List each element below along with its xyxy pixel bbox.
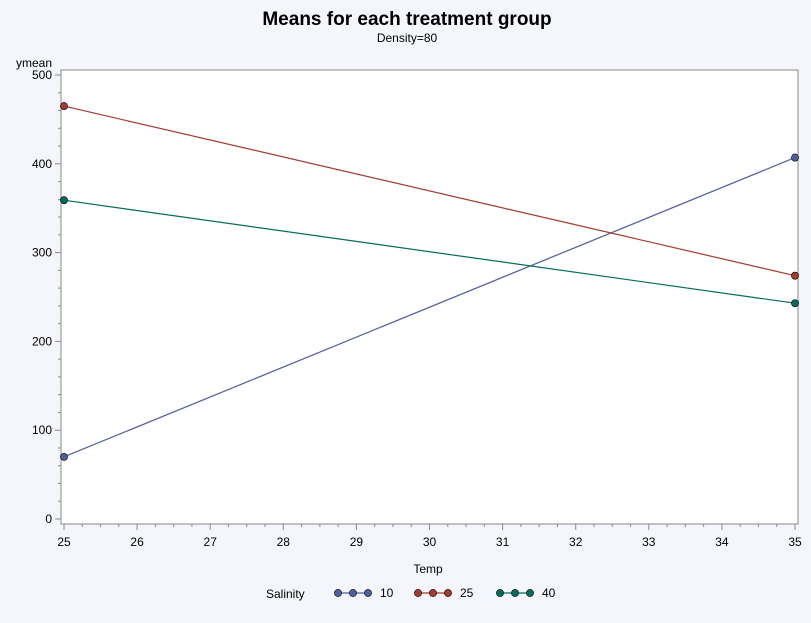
y-tick-label: 500 — [32, 68, 52, 82]
x-tick-label: 29 — [350, 535, 364, 549]
y-tick-label: 300 — [32, 246, 52, 260]
y-tick-label: 400 — [32, 157, 52, 171]
x-tick-label: 27 — [204, 535, 218, 549]
plot-area — [60, 69, 799, 525]
legend-marker-10 — [364, 589, 372, 597]
legend-marker-25 — [444, 589, 452, 597]
data-point-10 — [791, 153, 799, 162]
legend-marker-25 — [414, 589, 422, 597]
y-tick-label: 100 — [32, 423, 52, 437]
axes: 0 100 200 300 400 500 25 26 27 28 29 30 31 32 33 34 35 — [32, 68, 802, 549]
x-tick-label: 33 — [642, 535, 656, 549]
data-point-25 — [791, 271, 799, 280]
data-point-40 — [60, 196, 68, 205]
x-tick-label: 34 — [715, 535, 729, 549]
series-line-40 — [63, 199, 796, 304]
legend: Salinity 10 25 40 — [266, 586, 556, 601]
x-tick-label: 28 — [277, 535, 291, 549]
x-axis-label: Temp — [413, 562, 443, 576]
legend-marker-25 — [429, 589, 437, 597]
data-point-10 — [60, 452, 68, 461]
legend-marker-10 — [349, 589, 357, 597]
data-point-40 — [791, 299, 799, 308]
x-tick-label: 30 — [423, 535, 437, 549]
x-tick-label: 25 — [57, 535, 71, 549]
x-tick-label: 26 — [130, 535, 144, 549]
x-tick-label: 35 — [788, 535, 802, 549]
x-tick-label: 31 — [496, 535, 510, 549]
legend-label-10: 10 — [380, 586, 394, 600]
y-tick-label: 0 — [45, 512, 52, 526]
legend-marker-10 — [334, 589, 342, 597]
legend-marker-40 — [526, 589, 534, 597]
legend-marker-40 — [496, 589, 504, 597]
legend-title: Salinity — [266, 587, 305, 601]
data-point-25 — [60, 102, 68, 110]
y-axis-label: ymean — [16, 56, 52, 70]
legend-label-40: 40 — [542, 586, 556, 600]
legend-label-25: 25 — [460, 586, 474, 600]
chart-title: Means for each treatment group — [262, 9, 551, 30]
chart-subtitle: Density=80 — [377, 31, 438, 45]
series-line-10 — [63, 157, 796, 458]
x-tick-label: 32 — [569, 535, 583, 549]
y-tick-label: 200 — [32, 334, 52, 348]
series-group — [60, 102, 799, 461]
series-line-25 — [63, 105, 796, 277]
legend-marker-40 — [511, 589, 519, 597]
